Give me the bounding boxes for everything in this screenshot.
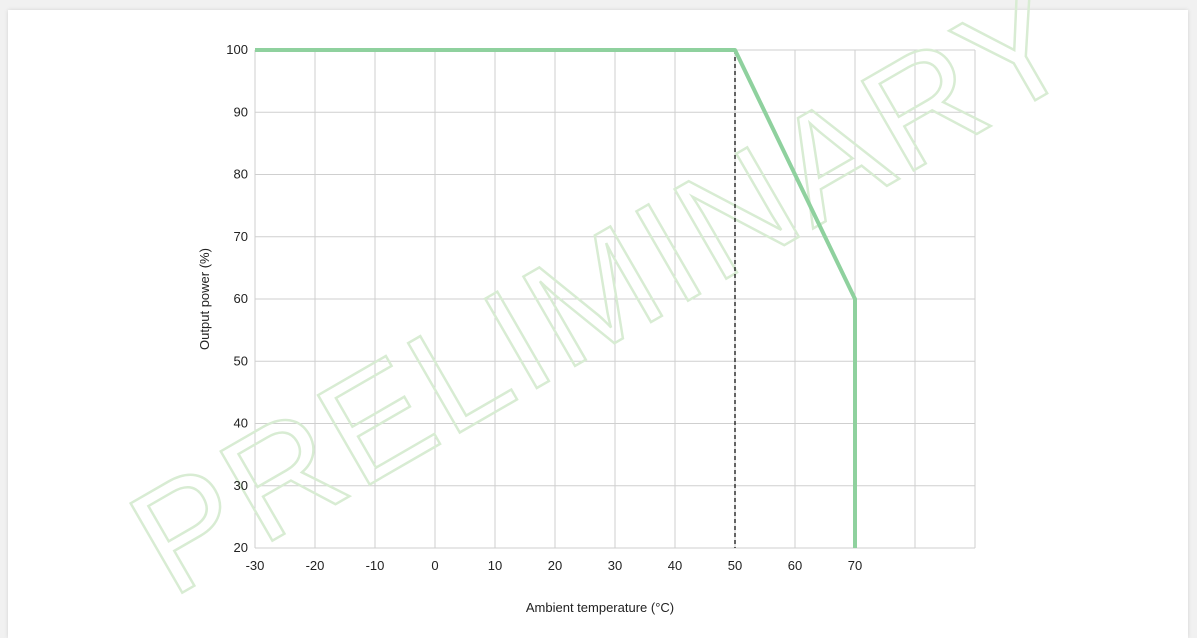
- y-tick-label: 20: [234, 540, 248, 555]
- x-tick-label: 70: [848, 558, 862, 573]
- y-tick-label: 50: [234, 353, 248, 368]
- x-tick-label: 20: [548, 558, 562, 573]
- x-tick-label: -10: [366, 558, 385, 573]
- y-tick-label: 40: [234, 416, 248, 431]
- y-tick-label: 100: [226, 42, 248, 57]
- x-tick-label: -20: [306, 558, 325, 573]
- x-axis-label: Ambient temperature (°C): [526, 600, 674, 615]
- chart-card: [8, 10, 1188, 638]
- x-tick-label: 30: [608, 558, 622, 573]
- x-tick-label: -30: [246, 558, 265, 573]
- x-tick-label: 40: [668, 558, 682, 573]
- y-tick-label: 90: [234, 104, 248, 119]
- series-line: [255, 48, 857, 548]
- tick-labels: 20 30 40 50 60 70 80 90 100 -30 -20 -10 0 10 20 30 40 50 6…: [226, 42, 862, 573]
- y-tick-label: 60: [234, 291, 248, 306]
- y-tick-label: 70: [234, 229, 248, 244]
- y-tick-label: 30: [234, 478, 248, 493]
- x-tick-label: 0: [431, 558, 438, 573]
- x-tick-label: 60: [788, 558, 802, 573]
- y-axis-label: Output power (%): [197, 248, 212, 350]
- x-tick-label: 50: [728, 558, 742, 573]
- x-tick-label: 10: [488, 558, 502, 573]
- y-tick-label: 80: [234, 167, 248, 182]
- watermark: PRELIMINARY: [102, 0, 1105, 628]
- chart-marks: [255, 48, 857, 548]
- watermark-text: PRELIMINARY: [104, 0, 1104, 627]
